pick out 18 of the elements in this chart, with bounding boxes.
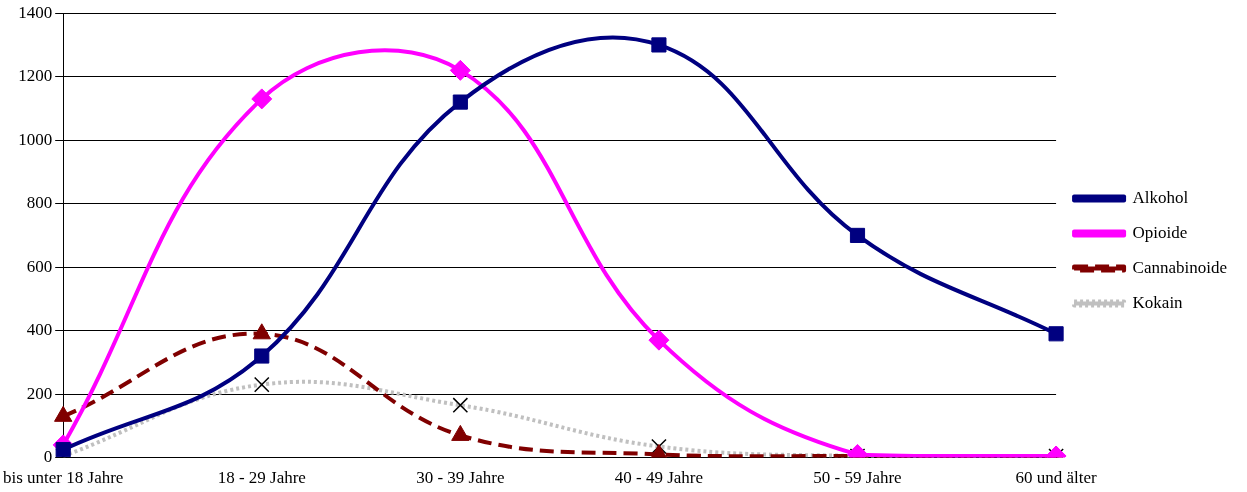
legend-label: Alkohol [1132, 187, 1189, 207]
y-tick-label: 1400 [18, 2, 53, 22]
x-tick-label: 50 - 59 Jahre [813, 468, 902, 488]
x-tick-label: 60 und älter [1015, 468, 1098, 488]
y-tick-label: 600 [26, 256, 53, 276]
y-tick-label: 800 [26, 193, 53, 213]
y-tick-label: 1000 [18, 129, 53, 149]
x-tick-label: 18 - 29 Jahre [217, 468, 306, 488]
x-tick-label: 40 - 49 Jahre [614, 468, 704, 488]
y-tick-label: 1200 [18, 66, 53, 86]
y-tick-label: 200 [26, 383, 53, 403]
legend-label: Cannabinoide [1132, 257, 1227, 277]
legend-label: Kokain [1132, 292, 1184, 312]
y-tick-label: 400 [26, 320, 53, 340]
y-tick-label: 0 [43, 447, 53, 467]
x-tick-label: bis unter 18 Jahre [3, 468, 124, 488]
legend-label: Opioide [1132, 222, 1188, 242]
x-tick-label: 30 - 39 Jahre [416, 468, 505, 488]
